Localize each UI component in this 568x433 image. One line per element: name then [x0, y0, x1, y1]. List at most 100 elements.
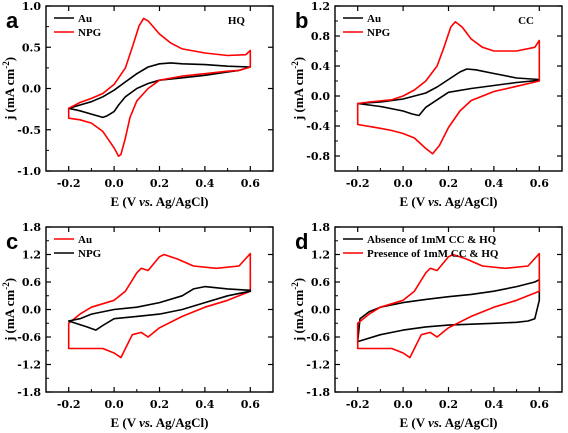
x-tick-label: -0.2: [346, 398, 370, 411]
panel-d: -0.2 0.0 0.2 0.4 0.6 -1.8 -1.2 -0.6 0.0 0.6 1.2 1.8…: [290, 221, 563, 430]
x-axis-title-part: Ag/AgCl): [153, 194, 208, 209]
panel-letter: b: [295, 8, 308, 33]
y-axis-title: j (mA cm-2): [290, 278, 306, 342]
legend-label: Au: [78, 13, 92, 25]
x-axis-title-part: Ag/AgCl): [442, 194, 497, 209]
y-axis-title-part: ): [2, 278, 17, 282]
series-line-absence-of-1mm-cc-hq: [356, 278, 541, 343]
x-tick-label: 0.2: [150, 177, 169, 190]
y-tick-label: 0.6: [311, 276, 330, 289]
y-tick-label: 1.2: [311, 0, 330, 13]
corner-label: CC: [518, 15, 534, 27]
y-axis-title-part: j (mA cm: [2, 290, 17, 342]
legend-label: Absence of 1mM CC & HQ: [367, 234, 497, 246]
x-axis-title-part: vs.: [139, 415, 153, 430]
y-tick-label: 1.2: [311, 249, 330, 262]
y-tick-label: 0.6: [22, 276, 41, 289]
y-tick-label: -0.4: [306, 120, 330, 133]
y-tick-label: 0.0: [311, 304, 330, 317]
y-tick-label: -1.8: [17, 386, 41, 399]
panel-c: -0.2 0.0 0.2 0.4 0.6 -1.8 -1.2 -0.6 0.0 0.6 1.2 1.8…: [1, 221, 274, 430]
panel-letter: c: [6, 229, 18, 254]
y-axis-title: j (mA cm-2): [290, 57, 306, 121]
y-tick-label: 0.4: [311, 60, 330, 73]
y-axis-title-part: -2: [290, 282, 300, 290]
x-axis-title: E (V vs. Ag/AgCl): [400, 194, 498, 209]
y-tick-label: 1.2: [22, 249, 41, 262]
y-tick-label: -0.5: [17, 124, 41, 137]
y-tick-label: 1.0: [22, 0, 41, 13]
series-line-npg: [356, 21, 541, 155]
y-tick-label: -1.2: [306, 359, 330, 372]
x-axis-title-part: E (V: [400, 194, 429, 209]
y-tick-label: -0.6: [17, 331, 41, 344]
x-tick-label: 0.4: [484, 177, 503, 190]
legend-label: NPG: [367, 27, 391, 39]
corner-label: HQ: [228, 15, 246, 27]
y-tick-label: 0.0: [22, 83, 41, 96]
legend-label: Au: [367, 13, 381, 25]
y-axis-title-part: -2: [1, 282, 11, 290]
y-axis-title-part: -2: [1, 61, 11, 69]
x-tick-label: 0.0: [394, 398, 413, 411]
x-tick-label: 0.6: [241, 398, 260, 411]
x-tick-label: 0.6: [530, 177, 549, 190]
y-axis-title-part: j (mA cm: [291, 290, 306, 342]
legend-label: Au: [78, 234, 92, 246]
panel-letter: d: [295, 229, 308, 254]
y-tick-label: 0.0: [311, 90, 330, 103]
y-axis-title: j (mA cm-2): [1, 57, 17, 121]
x-tick-label: 0.0: [105, 177, 124, 190]
series-line-npg: [67, 17, 252, 157]
legend-label: Presence of 1mM CC & HQ: [367, 248, 499, 260]
x-tick-label: -0.2: [57, 398, 81, 411]
x-tick-label: 0.4: [484, 398, 503, 411]
y-tick-label: 1.8: [22, 221, 41, 234]
x-tick-label: 0.2: [150, 398, 169, 411]
y-axis-title-part: -2: [290, 61, 300, 69]
y-tick-label: 0.5: [22, 41, 41, 54]
x-tick-label: 0.2: [439, 398, 458, 411]
x-tick-label: -0.2: [346, 177, 370, 190]
y-tick-label: -0.6: [306, 331, 330, 344]
legend-label: NPG: [78, 248, 102, 260]
series-line-presence-of-1mm-cc-hq: [356, 252, 541, 359]
x-axis-title-part: Ag/AgCl): [153, 415, 208, 430]
y-tick-label: 0.0: [22, 304, 41, 317]
y-axis-title-part: ): [291, 278, 306, 282]
y-axis-title-part: j (mA cm: [2, 69, 17, 121]
panel-a: -0.2 0.0 0.2 0.4 0.6 -1.0 -0.5 0.0 0.5 1.0 Au NPG HQ…: [1, 0, 274, 209]
x-tick-label: 0.0: [105, 398, 124, 411]
x-tick-label: -0.2: [57, 177, 81, 190]
y-axis-title-part: ): [2, 57, 17, 61]
y-tick-label: -0.8: [306, 150, 330, 163]
series-line-au: [356, 68, 541, 117]
x-axis-title: E (V vs. Ag/AgCl): [111, 415, 209, 430]
x-axis-title-part: vs.: [428, 194, 442, 209]
x-tick-label: 0.4: [195, 398, 214, 411]
y-tick-label: 1.8: [311, 221, 330, 234]
x-axis-title-part: Ag/AgCl): [442, 415, 497, 430]
x-tick-label: 0.6: [530, 398, 549, 411]
y-axis-title: j (mA cm-2): [1, 278, 17, 342]
panel-b: -0.2 0.0 0.2 0.4 0.6 -0.8 -0.4 0.0 0.4 0.8 1.2 Au NP…: [290, 0, 563, 209]
legend-label: NPG: [78, 27, 102, 39]
y-tick-label: -1.8: [306, 386, 330, 399]
x-axis-title-part: E (V: [111, 415, 140, 430]
x-axis-title-part: E (V: [111, 194, 140, 209]
x-tick-label: 0.0: [394, 177, 413, 190]
series-line-npg: [67, 285, 252, 331]
y-tick-label: -1.2: [17, 359, 41, 372]
x-axis-title: E (V vs. Ag/AgCl): [400, 415, 498, 430]
y-axis-title-part: j (mA cm: [291, 69, 306, 121]
x-tick-label: 0.2: [439, 177, 458, 190]
x-axis-title-part: vs.: [139, 194, 153, 209]
x-axis-title-part: E (V: [400, 415, 429, 430]
x-tick-label: 0.6: [241, 177, 260, 190]
x-axis-title-part: vs.: [428, 415, 442, 430]
panel-letter: a: [6, 8, 19, 33]
x-tick-label: 0.4: [195, 177, 214, 190]
y-tick-label: 0.8: [311, 30, 330, 43]
series-line-au: [67, 252, 252, 359]
